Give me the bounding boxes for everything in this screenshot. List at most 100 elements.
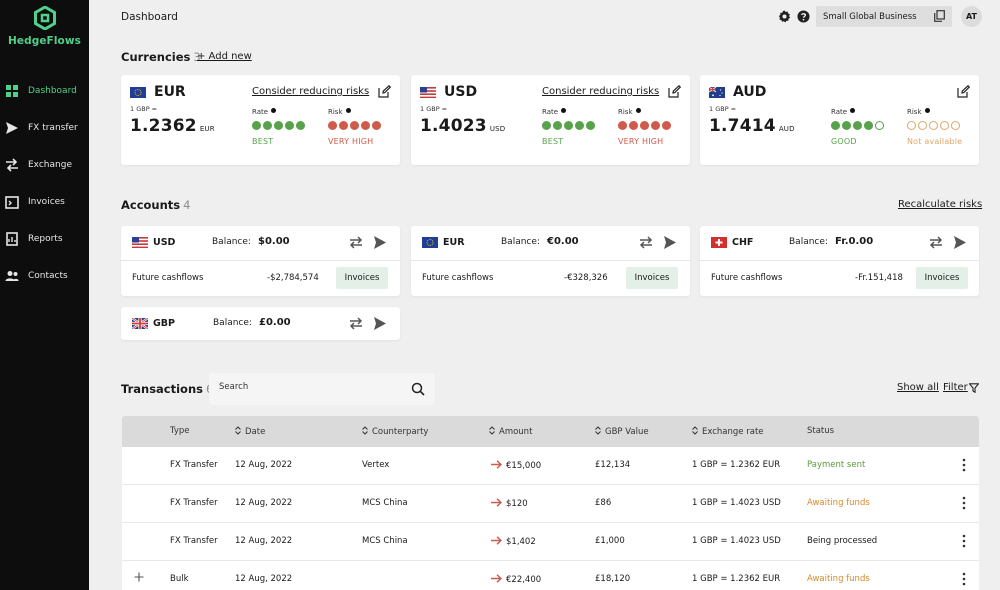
currency-card-usd[interactable]: USD Consider reducing risks 1 GBP = 1.40… xyxy=(411,75,690,165)
row-type: Bulk xyxy=(170,574,189,584)
column-status[interactable]: Status xyxy=(807,426,835,436)
edit-icon[interactable] xyxy=(668,85,681,98)
grid-icon xyxy=(6,84,18,97)
filter-button[interactable]: Filter xyxy=(943,382,968,393)
sidebar-item-exchange[interactable]: Exchange xyxy=(0,146,89,183)
info-icon[interactable] xyxy=(561,108,567,113)
info-icon[interactable] xyxy=(345,108,351,113)
invoice-icon xyxy=(5,195,19,209)
info-icon[interactable] xyxy=(924,108,930,113)
organisation-selector[interactable]: Small Global Business xyxy=(816,6,952,27)
invoices-button[interactable]: Invoices xyxy=(336,267,388,289)
sidebar-item-reports[interactable]: Reports xyxy=(0,220,89,257)
invoices-button[interactable]: Invoices xyxy=(916,267,968,289)
transactions-table: Type Date Counterparty Amount GBP Value … xyxy=(122,416,979,590)
rate-meter xyxy=(831,121,884,130)
currency-card-aud[interactable]: AUD 1 GBP = 1.7414 AUD Rate GOOD Risk Not… xyxy=(700,75,979,165)
table-row[interactable]: FX Transfer 12 Aug, 2022 MCS China $1,40… xyxy=(122,523,979,561)
column-amount[interactable]: Amount xyxy=(489,426,532,437)
exchange-icon[interactable] xyxy=(349,236,363,249)
row-exchange-rate: 1 GBP = 1.2362 EUR xyxy=(692,574,781,584)
sort-icon xyxy=(595,426,601,435)
account-card-usd: USD Balance: $0.00 Future cashflows -$2,… xyxy=(121,226,400,296)
brand-logo[interactable]: HedgeFlows xyxy=(0,6,89,47)
more-vertical-icon[interactable] xyxy=(961,534,967,548)
sort-icon xyxy=(362,426,368,435)
more-vertical-icon[interactable] xyxy=(961,458,967,472)
copy-icon[interactable] xyxy=(934,10,945,22)
avatar[interactable]: AT xyxy=(961,6,982,27)
edit-icon[interactable] xyxy=(957,85,970,98)
send-icon xyxy=(6,121,18,134)
row-date: 12 Aug, 2022 xyxy=(235,498,293,508)
accounts-heading: Accounts 4 xyxy=(121,198,190,212)
risk-meter xyxy=(328,121,381,130)
sidebar-item-dashboard[interactable]: Dashboard xyxy=(0,72,89,109)
currencies-title: Currencies xyxy=(121,50,191,64)
info-icon[interactable] xyxy=(271,108,277,113)
transaction-search xyxy=(209,373,435,405)
send-icon[interactable] xyxy=(374,317,386,330)
account-card-chf: CHF Balance: Fr.0.00 Future cashflows -F… xyxy=(700,226,979,296)
currency-card-eur[interactable]: EUR Consider reducing risks 1 GBP = 1.23… xyxy=(121,75,400,165)
future-cashflows-value: -Fr.151,418 xyxy=(855,273,903,283)
rate-base: 1 GBP = xyxy=(130,105,158,113)
search-input[interactable] xyxy=(219,382,399,392)
edit-icon[interactable] xyxy=(378,85,391,98)
sidebar-item-label: FX transfer xyxy=(28,122,78,133)
column-date[interactable]: Date xyxy=(235,426,265,437)
rate-value: 1.7414 AUD xyxy=(709,116,795,136)
send-icon[interactable] xyxy=(954,236,966,249)
consider-reducing-risks-link[interactable]: Consider reducing risks xyxy=(542,86,660,97)
sidebar-item-fx-transfer[interactable]: FX transfer xyxy=(0,109,89,146)
gear-icon[interactable] xyxy=(778,10,791,23)
send-icon[interactable] xyxy=(374,236,386,249)
contacts-icon xyxy=(5,270,19,281)
currencies-heading: Currencies 3 xyxy=(121,50,201,64)
invoices-button[interactable]: Invoices xyxy=(626,267,678,289)
plus-icon[interactable] xyxy=(134,572,144,582)
rate-meter-label: Rate xyxy=(542,108,567,116)
filter-icon[interactable] xyxy=(969,383,979,393)
show-all-link[interactable]: Show all xyxy=(897,382,939,393)
divider xyxy=(700,260,979,261)
risk-meter xyxy=(907,121,960,130)
sidebar-item-invoices[interactable]: Invoices xyxy=(0,183,89,220)
rate-value: 1.2362 EUR xyxy=(130,116,215,136)
row-type: FX Transfer xyxy=(170,536,218,546)
rate-meter-label: Rate xyxy=(831,108,856,116)
more-vertical-icon[interactable] xyxy=(961,572,967,586)
row-counterparty: MCS China xyxy=(362,536,408,546)
arrow-right-icon xyxy=(491,536,502,545)
more-vertical-icon[interactable] xyxy=(961,496,967,510)
column-type[interactable]: Type xyxy=(170,426,190,436)
recalculate-risks-link[interactable]: Recalculate risks xyxy=(898,199,983,210)
rate-unit: EUR xyxy=(199,125,215,133)
table-header: Type Date Counterparty Amount GBP Value … xyxy=(122,416,979,447)
info-icon[interactable] xyxy=(635,108,641,113)
risk-meter-value: Not available xyxy=(907,137,963,146)
table-row[interactable]: FX Transfer 12 Aug, 2022 Vertex €15,000 … xyxy=(122,447,979,485)
rate-meter-value: GOOD xyxy=(831,137,857,146)
balance-label: Balance: xyxy=(789,237,828,247)
send-icon[interactable] xyxy=(664,236,676,249)
sidebar-item-contacts[interactable]: Contacts xyxy=(0,257,89,294)
exchange-icon[interactable] xyxy=(639,236,653,249)
rate-unit: AUD xyxy=(778,125,795,133)
exchange-icon[interactable] xyxy=(349,317,363,330)
help-icon[interactable] xyxy=(797,10,810,23)
exchange-icon[interactable] xyxy=(929,236,943,249)
info-icon[interactable] xyxy=(850,108,856,113)
row-date: 12 Aug, 2022 xyxy=(235,460,293,470)
table-row[interactable]: FX Transfer 12 Aug, 2022 MCS China $120 … xyxy=(122,485,979,523)
column-gbp-value[interactable]: GBP Value xyxy=(595,426,649,437)
column-exchange-rate[interactable]: Exchange rate xyxy=(692,426,764,437)
column-counterparty[interactable]: Counterparty xyxy=(362,426,428,437)
rate-meter-value: BEST xyxy=(542,137,564,146)
gb-flag-icon xyxy=(132,318,148,329)
add-currency-link[interactable]: + Add new xyxy=(197,51,252,62)
balance-label: Balance: xyxy=(212,237,251,247)
table-row[interactable]: Bulk 12 Aug, 2022 €22,400 £18,120 1 GBP … xyxy=(122,561,979,590)
consider-reducing-risks-link[interactable]: Consider reducing risks xyxy=(252,86,370,97)
search-icon[interactable] xyxy=(411,382,425,396)
